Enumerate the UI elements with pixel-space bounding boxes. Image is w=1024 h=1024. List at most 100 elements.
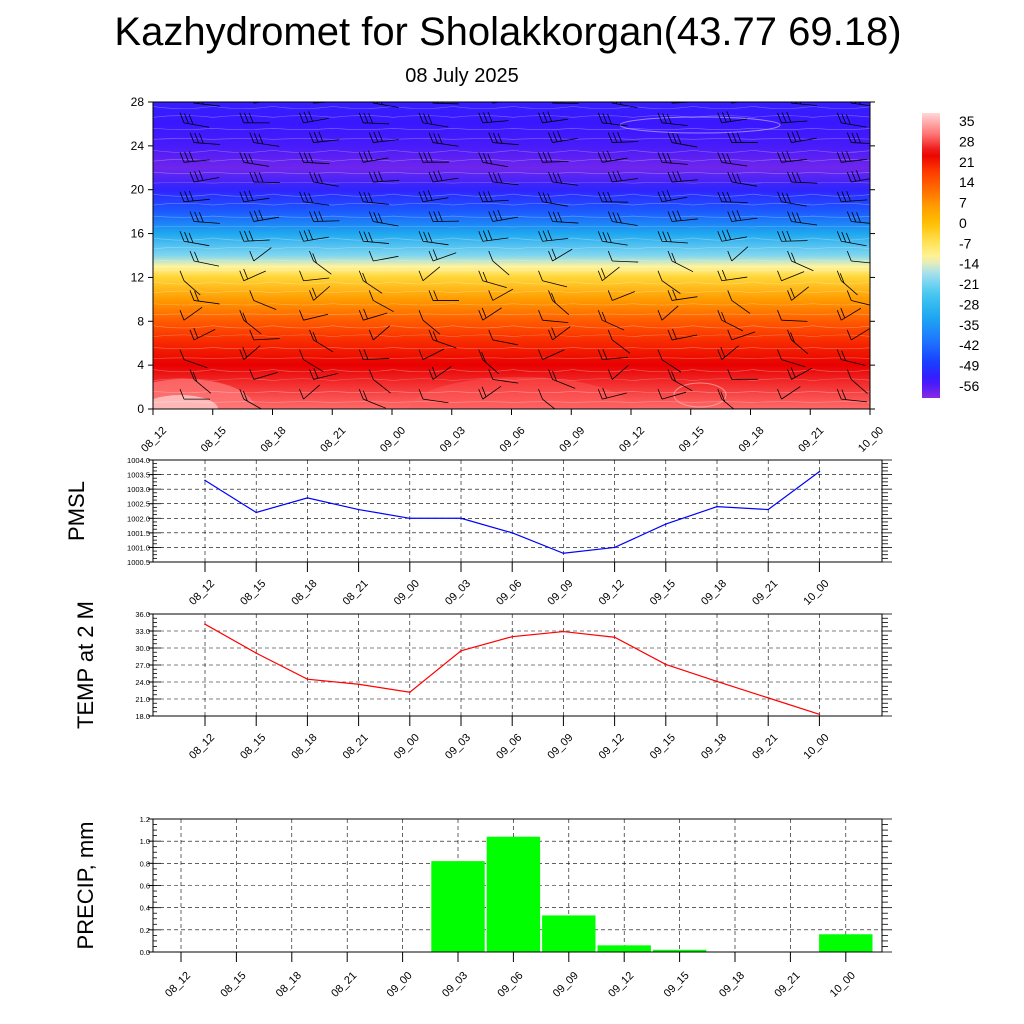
wind-barb-flag [548, 329, 553, 341]
wind-barb-flag [309, 171, 314, 183]
wind-barb-flag [432, 249, 438, 260]
wind-barb-flag [796, 212, 802, 223]
wind-barb-flag [368, 231, 373, 243]
wind-barb-flag [851, 132, 857, 143]
wind-barb-flag [855, 170, 861, 181]
wind-barb-flag [846, 329, 852, 341]
wind-barb-flag [313, 211, 319, 222]
wind-barb-flag [497, 209, 503, 221]
wind-barb-flag [189, 132, 195, 143]
precip-bar [431, 861, 485, 952]
contour-line [153, 378, 870, 381]
x-tick-label: 08_21 [341, 578, 371, 608]
wind-barb-flag [478, 349, 484, 360]
wind-barb-flag [363, 231, 369, 242]
wind-barb-flag [488, 369, 494, 380]
wind-barb-flag [787, 132, 792, 143]
wind-barb-flag [726, 229, 732, 240]
wind-barb-flag [736, 210, 742, 221]
wind-barb-flag [498, 91, 502, 101]
wind-barb-flag [727, 250, 733, 262]
y-axis-label: PRECIP, mm [73, 822, 98, 950]
wind-barb-flag [309, 290, 314, 301]
wind-barb-flag [418, 310, 424, 321]
wind-barb-flag [787, 171, 792, 183]
wind-barb-flag [433, 133, 438, 144]
y-tick-label: 1004.0 [127, 456, 150, 465]
y-tick-label: 0.2 [140, 926, 150, 935]
contour-line [153, 215, 870, 218]
wind-barb-flag [597, 349, 603, 360]
wind-barb [303, 384, 321, 400]
wind-barb-flag [188, 190, 194, 202]
wind-barb-flag [179, 270, 185, 281]
wind-barb-flag [597, 388, 603, 400]
wind-barb-flag [722, 191, 727, 203]
data-point [409, 517, 411, 520]
contour-line [153, 237, 870, 241]
wind-barb-flag [856, 212, 861, 223]
wind-barb-flag [308, 229, 313, 240]
wind-barb-flag [378, 131, 383, 142]
y-tick-label: 1002.0 [127, 514, 150, 523]
wind-barb-flag [437, 133, 443, 145]
data-point [613, 636, 616, 639]
wind-barb-flag [796, 130, 801, 142]
wind-barb-flag [548, 171, 553, 183]
wind-barb-flag [672, 133, 677, 144]
colorbar-label: 28 [959, 133, 975, 149]
wind-barb-flag [602, 349, 608, 360]
wind-barb-flag [717, 270, 723, 281]
wind-barb-flag [363, 192, 369, 203]
wind-barb-flag [428, 369, 434, 380]
wind-barb-flag [259, 92, 263, 102]
heatmap-detail [153, 91, 870, 409]
x-tick-label: 08_12 [187, 732, 217, 762]
wind-barb-flag [299, 270, 304, 281]
y-tick-label: 0.4 [140, 904, 150, 913]
wind-barb-flag [368, 250, 374, 262]
wind-barb-flag [194, 171, 199, 182]
wind-barb-flag [671, 371, 677, 382]
x-tick-label: 08_18 [289, 732, 319, 762]
wind-barb-flag [368, 171, 374, 183]
y-tick-label: 36.0 [135, 610, 150, 619]
y-tick-label: 1001.5 [127, 529, 150, 538]
wind-barb [841, 307, 862, 321]
wind-barb-flag [478, 310, 484, 321]
x-tick-label: 08_15 [238, 578, 268, 608]
wind-barb-flag [840, 307, 846, 319]
wind-barb-flag [607, 329, 613, 341]
wind-barb-flag [418, 231, 424, 242]
wind-barb-flag [493, 132, 498, 144]
wind-barb-flag [363, 308, 368, 320]
wind-barb-flag [487, 191, 493, 202]
data-point [613, 546, 616, 549]
wind-barb-flag [548, 211, 553, 222]
contour-line [153, 225, 870, 228]
wind-barb [661, 359, 682, 373]
colorbar-label: 35 [959, 113, 975, 129]
wind-barb-flag [552, 370, 557, 382]
contour-line [153, 203, 870, 206]
y-tick-label: 12 [131, 270, 145, 284]
x-tick-label: 10_00 [828, 970, 858, 1000]
wind-barb-flag [846, 132, 852, 143]
wind-barb-flag [786, 151, 792, 162]
wind-barb-flag [313, 131, 319, 143]
wind-barb [612, 260, 639, 263]
wind-barb-flag [239, 388, 245, 400]
x-tick-label: 09_00 [385, 970, 415, 1000]
wind-barb-flag [787, 211, 792, 222]
wind-barb-flag [538, 388, 543, 400]
wind-barb-flag [841, 191, 847, 202]
surface-warm-mid [410, 377, 630, 409]
wind-barb-flag [662, 113, 667, 124]
wind-barb-flag [731, 172, 737, 183]
wind-barb [193, 329, 216, 341]
contour-line [153, 303, 870, 306]
wind-barb-flag [373, 171, 379, 182]
wind-barb-flag [548, 132, 553, 143]
wind-barb-flag [675, 102, 678, 103]
wind-barb-flag [547, 151, 553, 163]
